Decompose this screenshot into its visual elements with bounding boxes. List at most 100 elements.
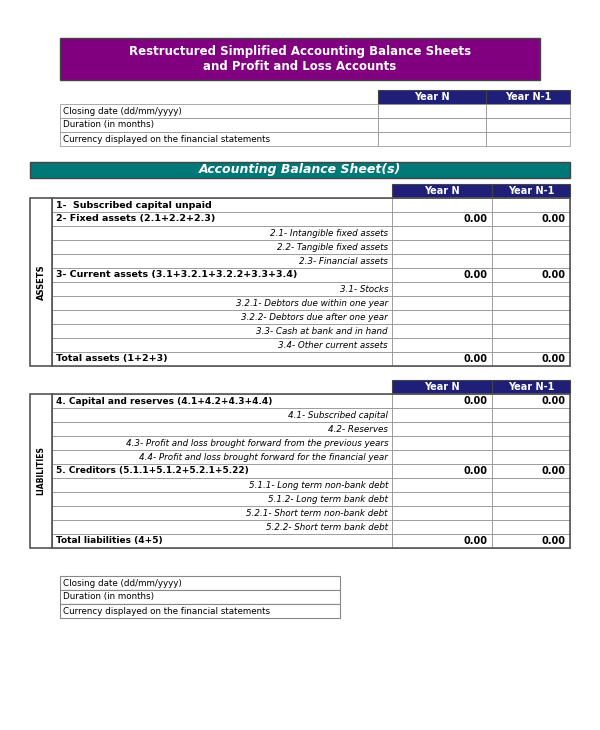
Text: LIABILITIES: LIABILITIES [37,447,46,496]
Bar [392,212,492,226]
Bar [392,408,492,422]
Bar [492,212,570,226]
Bar [52,436,392,450]
Text: 0.00: 0.00 [542,270,566,280]
Bar [392,394,492,408]
Bar [492,198,570,212]
Bar [492,352,570,366]
Bar [392,240,492,254]
Text: 0.00: 0.00 [464,214,488,224]
Bar [52,310,392,324]
Bar [392,464,492,478]
Bar [492,520,570,534]
Bar [392,282,492,296]
Bar [52,198,570,366]
Bar [52,282,392,296]
Text: 5.2.2- Short term bank debt: 5.2.2- Short term bank debt [266,523,388,531]
Text: Year N: Year N [414,92,450,102]
Text: 4. Capital and reserves (4.1+4.2+4.3+4.4): 4. Capital and reserves (4.1+4.2+4.3+4.4… [56,396,272,405]
Text: Currency displayed on the financial statements: Currency displayed on the financial stat… [63,607,270,615]
Bar [52,338,392,352]
Bar [52,352,392,366]
Bar [52,422,392,436]
Bar [52,534,392,548]
Text: 0.00: 0.00 [464,466,488,476]
Bar [486,90,570,104]
Bar [392,352,492,366]
Text: 3- Current assets (3.1+3.2.1+3.2.2+3.3+3.4): 3- Current assets (3.1+3.2.1+3.2.2+3.3+3… [56,271,298,280]
Bar [492,492,570,506]
Text: Duration (in months): Duration (in months) [63,593,154,602]
Text: 0.00: 0.00 [542,466,566,476]
Bar [492,282,570,296]
Bar [492,324,570,338]
Text: 3.2.1- Debtors due within one year: 3.2.1- Debtors due within one year [236,299,388,307]
Bar [486,118,570,132]
Bar [52,464,392,478]
Bar [52,324,392,338]
Text: 5. Creditors (5.1.1+5.1.2+5.2.1+5.22): 5. Creditors (5.1.1+5.1.2+5.2.1+5.22) [56,466,249,475]
Text: Year N-1: Year N-1 [508,186,554,196]
Bar [492,184,570,198]
Text: 3.4- Other current assets: 3.4- Other current assets [278,340,388,350]
Text: 0.00: 0.00 [464,536,488,546]
Bar [30,394,52,548]
Bar [492,464,570,478]
Bar [52,408,392,422]
Bar [492,380,570,394]
Text: 3.3- Cash at bank and in hand: 3.3- Cash at bank and in hand [257,326,388,336]
Bar [392,520,492,534]
Bar [492,436,570,450]
Text: Closing date (dd/mm/yyyy): Closing date (dd/mm/yyyy) [63,578,182,588]
Text: Total assets (1+2+3): Total assets (1+2+3) [56,355,167,364]
Text: 5.1.1- Long term non-bank debt: 5.1.1- Long term non-bank debt [248,480,388,490]
Text: Closing date (dd/mm/yyyy): Closing date (dd/mm/yyyy) [63,107,182,115]
Bar [52,478,392,492]
Bar [392,310,492,324]
Bar [492,394,570,408]
Bar [492,478,570,492]
Text: 0.00: 0.00 [542,214,566,224]
Bar [60,604,340,618]
Bar [392,184,492,198]
Bar [392,492,492,506]
Bar [492,310,570,324]
Text: Total liabilities (4+5): Total liabilities (4+5) [56,537,163,545]
Text: Currency displayed on the financial statements: Currency displayed on the financial stat… [63,134,270,144]
Bar [492,408,570,422]
Text: ASSETS: ASSETS [37,264,46,300]
Bar [52,450,392,464]
Text: 2- Fixed assets (2.1+2.2+2.3): 2- Fixed assets (2.1+2.2+2.3) [56,215,215,223]
Bar [392,506,492,520]
Bar [492,534,570,548]
Bar [60,576,340,590]
Bar [52,394,392,408]
Bar [52,506,392,520]
Bar [52,226,392,240]
Text: 0.00: 0.00 [542,354,566,364]
Text: 4.1- Subscribed capital: 4.1- Subscribed capital [288,410,388,420]
Text: Year N-1: Year N-1 [505,92,551,102]
Text: 3.1- Stocks: 3.1- Stocks [340,285,388,293]
Bar [52,212,392,226]
Text: 4.3- Profit and loss brought forward from the previous years: 4.3- Profit and loss brought forward fro… [125,439,388,447]
Text: 1-  Subscribed capital unpaid: 1- Subscribed capital unpaid [56,201,212,210]
Text: 2.2- Tangible fixed assets: 2.2- Tangible fixed assets [277,242,388,252]
Text: 5.2.1- Short term non-bank debt: 5.2.1- Short term non-bank debt [247,509,388,518]
Text: Year N: Year N [424,382,460,392]
Bar [492,338,570,352]
Bar [30,198,52,366]
Bar [486,132,570,146]
Text: 2.1- Intangible fixed assets: 2.1- Intangible fixed assets [270,228,388,237]
Bar [392,268,492,282]
Bar [60,118,378,132]
Bar [392,198,492,212]
Text: 2.3- Financial assets: 2.3- Financial assets [299,256,388,266]
Bar [392,338,492,352]
Bar [52,198,392,212]
Bar [392,436,492,450]
Bar [378,90,486,104]
Text: 0.00: 0.00 [464,270,488,280]
Bar [378,132,486,146]
Bar [392,422,492,436]
